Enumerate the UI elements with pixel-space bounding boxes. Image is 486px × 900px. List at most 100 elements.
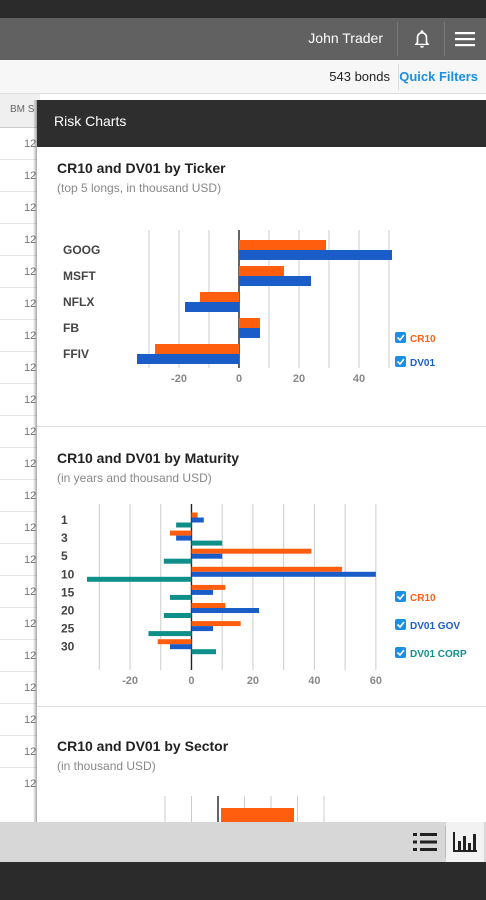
grid-cell[interactable]: 12 [0,448,40,480]
bar-dv01-gov [191,571,376,577]
x-tick-label: 40 [308,675,320,687]
bar-dv01-gov [191,626,213,632]
category-label: 25 [61,622,75,636]
category-label: 1 [61,513,68,527]
chart-sector [164,796,325,822]
section-divider [37,706,486,707]
bar-dv01 [185,302,239,312]
user-name[interactable]: John Trader [308,30,383,46]
grid-cell[interactable]: 12 [0,160,40,192]
bar-cr10 [200,292,239,302]
category-label: 3 [61,531,68,545]
legend-checkbox[interactable] [395,332,406,343]
bar-cr10 [191,512,198,518]
legend-label: CR10 [410,334,436,345]
category-label: GOOG [63,243,100,257]
bond-count: 543 bonds [329,69,390,84]
bar-cr10 [239,240,326,250]
legend-label: DV01 GOV [410,621,460,632]
bond-grid: BM S 12 12 12 12 12 12 12 12 12 12 12 12 12 12 12 12 12 1… [0,94,40,800]
hamburger-menu-icon[interactable] [445,18,485,60]
bar-dv01 [239,328,260,338]
x-tick-label: 0 [236,373,242,385]
list-view-icon[interactable] [406,822,444,862]
bar-dv01-corp [163,558,192,564]
category-label: NFLX [63,295,94,309]
bell-icon[interactable] [402,18,442,60]
category-label: FFIV [63,347,89,361]
bar-chart-icon[interactable] [446,822,484,862]
legend-checkbox[interactable] [395,591,406,602]
grid-cell[interactable]: 12 [0,640,40,672]
panel-title: Risk Charts [37,100,486,147]
grid-cell[interactable]: 12 [0,512,40,544]
chart-maturity: -20 0 20 40 60 1 3 5 10 15 20 25 30 CR10 DV01 GOV DV01 … [61,504,467,687]
chart-subtitle-sector: (in thousand USD) [57,759,156,773]
bar-dv01-corp [191,540,223,546]
grid-cell[interactable]: 12 [0,320,40,352]
bar-cr10 [155,344,239,354]
grid-column-header[interactable]: BM S [0,94,40,128]
panel-shadow [33,100,37,822]
bar-dv01 [239,276,311,286]
bar-cr10 [221,808,294,822]
x-tick-label: 20 [247,675,259,687]
bar-cr10 [191,603,226,608]
check-icon [396,621,405,629]
grid-cell[interactable]: 12 [0,256,40,288]
check-icon [396,358,405,366]
grid-cell[interactable]: 12 [0,416,40,448]
legend-label: CR10 [410,593,436,604]
legend-checkbox[interactable] [395,619,406,630]
chart-title-maturity: CR10 and DV01 by Maturity [57,450,240,466]
grid-cell[interactable]: 12 [0,352,40,384]
results-toolbar: 543 bonds Quick Filters [0,60,486,94]
bar-cr10 [191,566,343,572]
grid-cell[interactable]: 12 [0,736,40,768]
grid-cell[interactable]: 12 [0,544,40,576]
bar-dv01-gov [169,644,192,650]
category-label: 10 [61,567,75,581]
category-label: 5 [61,549,68,563]
bar-dv01-gov [191,608,260,613]
bar-dv01-corp [148,631,192,637]
bar-dv01-corp [169,594,192,600]
quick-filters-link[interactable]: Quick Filters [399,69,478,84]
toolbar-divider [445,826,446,858]
grid-cell[interactable]: 12 [0,672,40,704]
bar-dv01-gov [191,589,213,595]
grid-cell[interactable]: 12 [0,576,40,608]
grid-cell[interactable]: 12 [0,192,40,224]
grid-cell[interactable]: 12 [0,608,40,640]
bar-dv01-gov [176,535,192,541]
grid-cell[interactable]: 12 [0,128,40,160]
category-label: FB [63,321,79,335]
grid-cell[interactable]: 12 [0,480,40,512]
grid-empty-area [0,790,37,822]
x-tick-label: 0 [188,675,194,687]
legend-label: DV01 [410,358,435,369]
x-tick-label: 40 [353,373,365,385]
bar-dv01 [137,354,239,364]
header-divider [397,22,398,56]
check-icon [396,334,405,342]
grid-cell[interactable]: 12 [0,224,40,256]
bar-dv01-gov [191,553,223,559]
grid-cell[interactable]: 12 [0,704,40,736]
bar-dv01 [239,250,392,260]
check-icon [396,649,405,657]
bar-cr10 [239,266,284,276]
grid-cell[interactable]: 12 [0,384,40,416]
bar-dv01-corp [87,576,192,582]
risk-charts-panel: Risk Charts CR10 and DV01 by Ticker (top… [37,100,486,822]
bar-dv01-gov [191,517,204,523]
check-icon [396,593,405,601]
chart-ticker: -20 0 20 40 GOOG MSFT NFLX FB FFIV CR10 DV01 [63,230,436,385]
legend-checkbox[interactable] [395,356,406,367]
app-header: John Trader [0,18,486,60]
header-divider [444,22,445,56]
legend-checkbox[interactable] [395,647,406,658]
grid-cell[interactable]: 12 [0,288,40,320]
chart-subtitle-ticker: (top 5 longs, in thousand USD) [57,181,222,195]
x-tick-label: -20 [122,675,138,687]
